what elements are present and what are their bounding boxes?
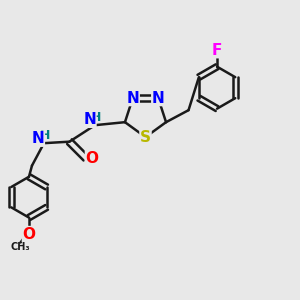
Text: N: N: [32, 131, 44, 146]
Text: O: O: [22, 226, 35, 242]
Text: F: F: [212, 43, 222, 58]
Text: N: N: [152, 91, 165, 106]
Text: S: S: [140, 130, 151, 145]
Text: O: O: [85, 151, 98, 166]
Text: N: N: [83, 112, 96, 127]
Text: N: N: [126, 91, 139, 106]
Text: CH₃: CH₃: [11, 242, 30, 252]
Text: H: H: [40, 129, 51, 142]
Text: H: H: [91, 111, 102, 124]
